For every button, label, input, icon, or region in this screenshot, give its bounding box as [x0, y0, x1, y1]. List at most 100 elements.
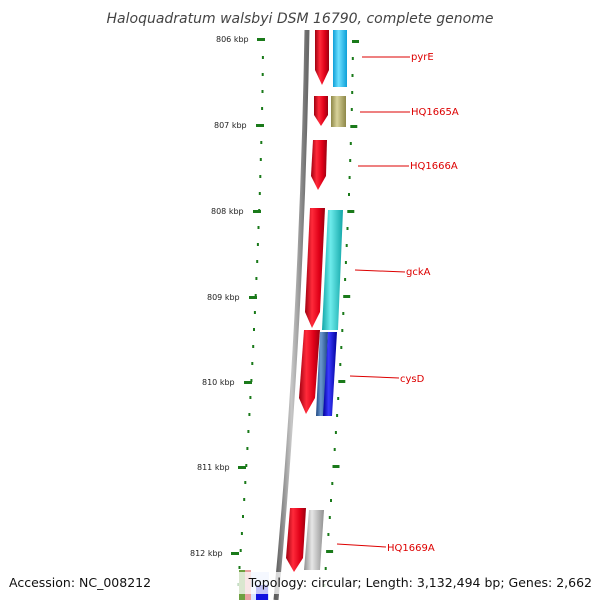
topology-text: Topology: circular; Length: 3,132,494 bp… [248, 575, 592, 590]
minor-tick [260, 124, 263, 127]
ruler-labels: 806 kbp 807 kbp 808 kbp 809 kbp 810 kbp … [190, 35, 249, 558]
ruler-label: 811 kbp [197, 463, 230, 472]
right-minor-tick [349, 159, 352, 162]
genome-backbone [273, 29, 310, 600]
right-minor-tick [351, 74, 354, 77]
minor-tick [253, 311, 256, 314]
leader-line [349, 375, 400, 379]
cds-feature [286, 508, 306, 572]
minor-tick [254, 294, 257, 297]
gene-label-HQ1665A[interactable]: HQ1665A [411, 107, 459, 118]
ruler-ticks [231, 38, 265, 555]
minor-tick [249, 396, 252, 399]
cds-feature [299, 330, 320, 414]
right-minor-tick [344, 278, 347, 281]
right-minor-tick [328, 516, 331, 519]
right-minor-tick [340, 346, 343, 349]
minor-tick [243, 498, 246, 501]
gene-label-HQ1666A[interactable]: HQ1666A [410, 161, 458, 172]
right-minor-tick [333, 448, 336, 451]
minor-tick [259, 175, 262, 178]
gene-feature-gckA [322, 210, 343, 330]
gene-label-cysD[interactable]: cysD [400, 374, 425, 385]
minor-tick [258, 209, 261, 212]
cds-feature [314, 96, 328, 126]
right-major-tick [338, 380, 346, 383]
gene-feature-HQ1669A [304, 510, 324, 570]
major-tick [231, 552, 239, 555]
minor-tick [259, 158, 262, 161]
gene-labels: pyrE HQ1665A HQ1666A gckA cysD HQ1669A [387, 52, 459, 554]
right-major-tick [326, 550, 334, 553]
cds-feature [315, 30, 329, 85]
right-minor-tick [350, 108, 353, 111]
minor-tick [238, 566, 241, 569]
minor-tick [250, 379, 253, 382]
right-minor-tick [348, 193, 350, 196]
gene-label-HQ1669A[interactable]: HQ1669A [387, 543, 435, 554]
minor-tick [251, 362, 254, 365]
ruler-label: 806 kbp [216, 35, 249, 44]
right-minor-tick [339, 363, 342, 366]
gene-track [239, 30, 347, 600]
accession-text: Accession: NC_008212 [9, 575, 151, 590]
right-major-tick [343, 295, 351, 298]
right-major-tick [350, 125, 358, 128]
ruler-label: 807 kbp [214, 121, 247, 130]
gene-label-gckA[interactable]: gckA [406, 267, 431, 278]
footer-backdrop [0, 572, 600, 594]
ruler-label: 812 kbp [190, 549, 223, 558]
right-minor-tick [327, 533, 330, 536]
right-minor-tick [331, 482, 334, 485]
minor-tick [247, 430, 250, 433]
minor-tick [256, 260, 259, 263]
right-minor-tick [348, 176, 351, 179]
minor-tick [261, 107, 264, 110]
major-tick [238, 466, 246, 469]
minor-tick [261, 56, 264, 59]
major-tick [253, 210, 261, 213]
major-tick [257, 38, 265, 41]
major-tick [244, 381, 252, 384]
minor-tick [253, 328, 255, 331]
major-tick [249, 296, 257, 299]
minor-tick [248, 413, 251, 416]
minor-tick [239, 549, 242, 552]
right-major-tick [332, 465, 340, 468]
map-title: Haloquadratum walsbyi DSM 16790, complet… [107, 11, 494, 27]
right-minor-tick [336, 414, 339, 417]
major-tick [256, 124, 264, 127]
leader-line [354, 269, 406, 273]
minor-tick [240, 532, 243, 535]
label-leaders [336, 56, 410, 548]
minor-tick [255, 277, 258, 280]
minor-tick [246, 447, 249, 450]
right-minor-tick [344, 261, 347, 264]
gene-label-pyrE[interactable]: pyrE [411, 52, 434, 63]
minor-tick [258, 192, 261, 195]
cds-track [286, 30, 329, 572]
cds-feature [305, 208, 325, 328]
right-minor-tick [351, 91, 354, 94]
minor-tick [244, 481, 247, 484]
right-guide-ticks [323, 40, 359, 587]
right-minor-tick [345, 244, 348, 247]
minor-tick [242, 515, 244, 518]
leader-line [336, 543, 387, 548]
right-minor-tick [324, 567, 327, 570]
gene-feature-cysD-b [323, 332, 337, 416]
right-minor-tick [337, 397, 340, 400]
right-major-tick [352, 40, 359, 43]
right-minor-tick [342, 312, 345, 315]
gene-feature-pyrE [333, 30, 347, 87]
minor-tick [257, 226, 260, 229]
minor-tick [261, 90, 264, 93]
ruler-label: 810 kbp [202, 378, 235, 387]
minor-tick [245, 464, 248, 467]
right-major-tick [347, 210, 355, 213]
gene-feature-HQ1665A [331, 96, 346, 127]
cds-feature [311, 140, 327, 190]
minor-tick [261, 73, 264, 76]
right-minor-tick [349, 142, 352, 145]
